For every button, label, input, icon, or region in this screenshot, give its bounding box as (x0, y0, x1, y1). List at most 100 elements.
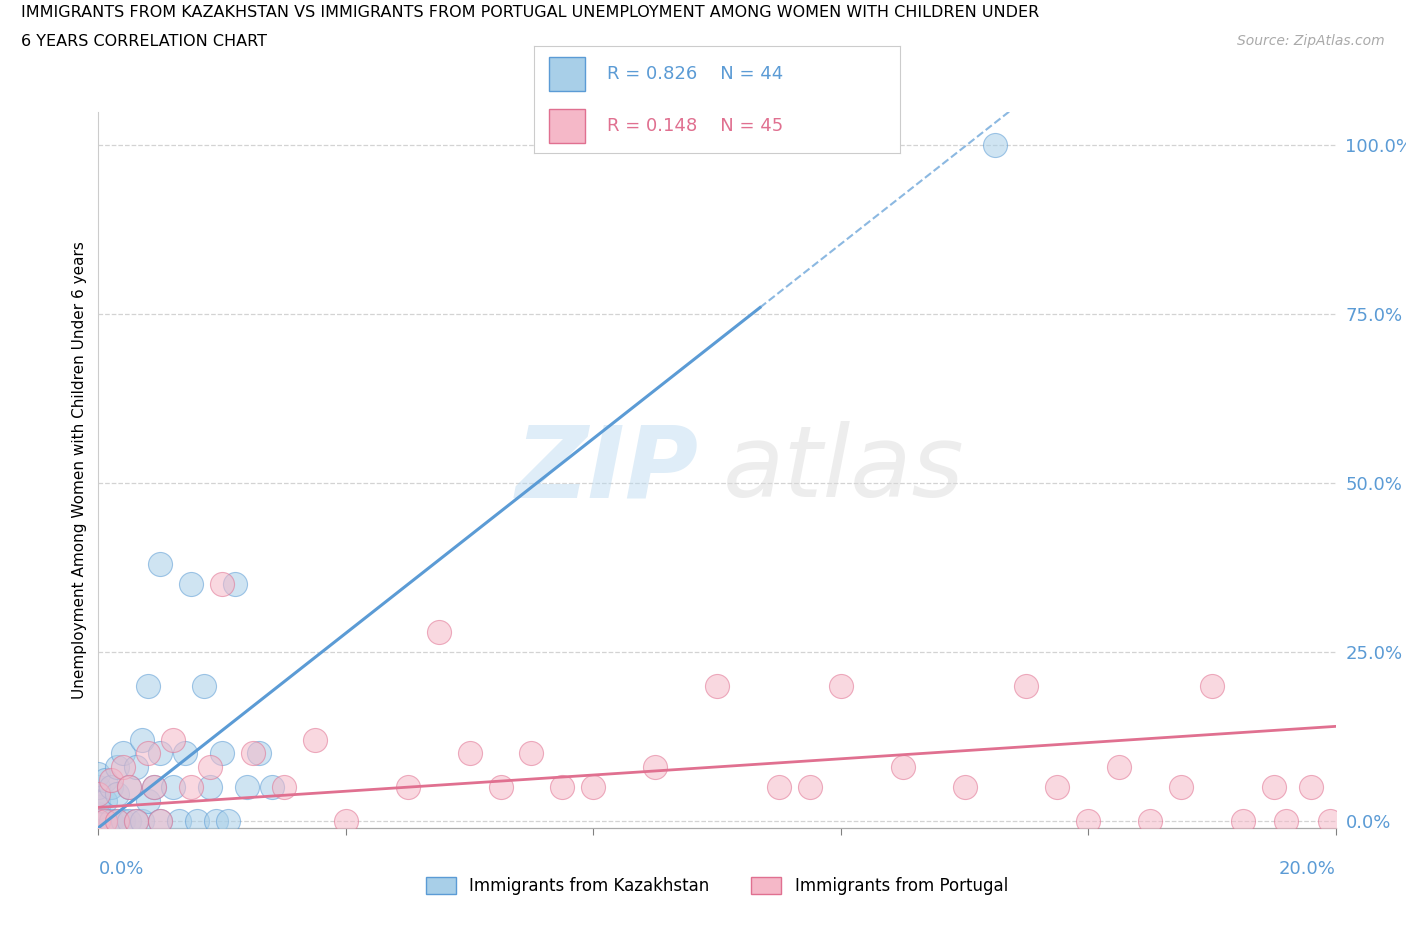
Point (520, 746, 543, 761)
Point (105, 787, 128, 802)
Point (124, 814, 146, 829)
Point (87, 779, 110, 794)
Text: R = 0.826    N = 44: R = 0.826 N = 44 (607, 65, 783, 84)
Point (87, 814, 110, 829)
Point (198, 779, 221, 794)
Point (87, 787, 110, 802)
Point (984, 138, 1007, 153)
Point (458, 746, 481, 761)
Point (1046, 779, 1069, 794)
Point (162, 779, 184, 794)
Point (830, 678, 852, 693)
FancyBboxPatch shape (548, 58, 585, 91)
Point (131, 814, 153, 829)
Point (644, 760, 666, 775)
Text: 6 YEARS CORRELATION CHART: 6 YEARS CORRELATION CHART (21, 34, 267, 49)
Point (87, 766, 110, 781)
Point (149, 814, 172, 829)
Text: ZIP: ZIP (516, 421, 699, 518)
Point (1201, 678, 1223, 693)
Point (167, 814, 190, 829)
Point (180, 779, 202, 794)
Point (136, 678, 159, 693)
Text: atlas: atlas (723, 421, 965, 518)
Point (100, 814, 122, 829)
Point (582, 779, 605, 794)
Point (1108, 760, 1130, 775)
FancyBboxPatch shape (548, 109, 585, 143)
Point (304, 733, 326, 748)
Point (87, 814, 110, 829)
Point (118, 779, 141, 794)
Point (149, 557, 172, 572)
Text: 0.0%: 0.0% (98, 860, 143, 878)
Point (105, 814, 128, 829)
Point (211, 746, 233, 761)
Point (247, 746, 270, 761)
Point (112, 760, 135, 775)
Point (706, 678, 728, 693)
Point (100, 773, 122, 788)
Point (1263, 779, 1285, 794)
Point (489, 779, 512, 794)
Legend: Immigrants from Kazakhstan, Immigrants from Portugal: Immigrants from Kazakhstan, Immigrants f… (419, 870, 1015, 902)
Point (143, 779, 166, 794)
Point (124, 814, 146, 829)
Point (87, 806, 110, 821)
Text: IMMIGRANTS FROM KAZAKHSTAN VS IMMIGRANTS FROM PORTUGAL UNEMPLOYMENT AMONG WOMEN : IMMIGRANTS FROM KAZAKHSTAN VS IMMIGRANTS… (21, 5, 1039, 20)
Point (1275, 814, 1298, 829)
Point (273, 779, 295, 794)
Point (1170, 779, 1192, 794)
Point (193, 678, 215, 693)
Point (1139, 814, 1161, 829)
Point (93, 793, 115, 808)
Point (242, 746, 264, 761)
Point (124, 760, 146, 775)
Point (136, 793, 159, 808)
Point (93, 773, 115, 788)
Point (87, 793, 110, 808)
Point (118, 779, 141, 794)
Point (118, 814, 141, 829)
Point (162, 733, 184, 748)
Point (891, 760, 914, 775)
Y-axis label: Unemployment Among Women with Children Under 6 years: Unemployment Among Women with Children U… (72, 241, 87, 698)
Point (799, 779, 821, 794)
Point (260, 779, 283, 794)
Point (143, 779, 166, 794)
Text: 20.0%: 20.0% (1279, 860, 1336, 878)
Point (149, 746, 172, 761)
Point (1077, 814, 1099, 829)
Point (87, 814, 110, 829)
Point (1299, 779, 1322, 794)
Point (136, 746, 159, 761)
Point (1232, 814, 1254, 829)
Text: R = 0.148    N = 45: R = 0.148 N = 45 (607, 116, 783, 135)
Point (1319, 814, 1341, 829)
Point (205, 814, 228, 829)
Point (1015, 678, 1038, 693)
Point (768, 779, 790, 794)
Text: Source: ZipAtlas.com: Source: ZipAtlas.com (1237, 34, 1385, 48)
Point (335, 814, 357, 829)
Point (180, 577, 202, 591)
Point (427, 624, 450, 639)
Point (112, 814, 135, 829)
Point (396, 779, 419, 794)
Point (149, 814, 172, 829)
Point (186, 814, 208, 829)
Point (236, 779, 259, 794)
Point (105, 814, 128, 829)
Point (87, 800, 110, 815)
Point (953, 779, 976, 794)
Point (105, 760, 128, 775)
Point (131, 733, 153, 748)
Point (112, 746, 135, 761)
Point (100, 779, 122, 794)
Point (93, 814, 115, 829)
Point (217, 814, 239, 829)
Point (224, 577, 246, 591)
Point (93, 814, 115, 829)
Point (551, 779, 574, 794)
Point (174, 746, 197, 761)
